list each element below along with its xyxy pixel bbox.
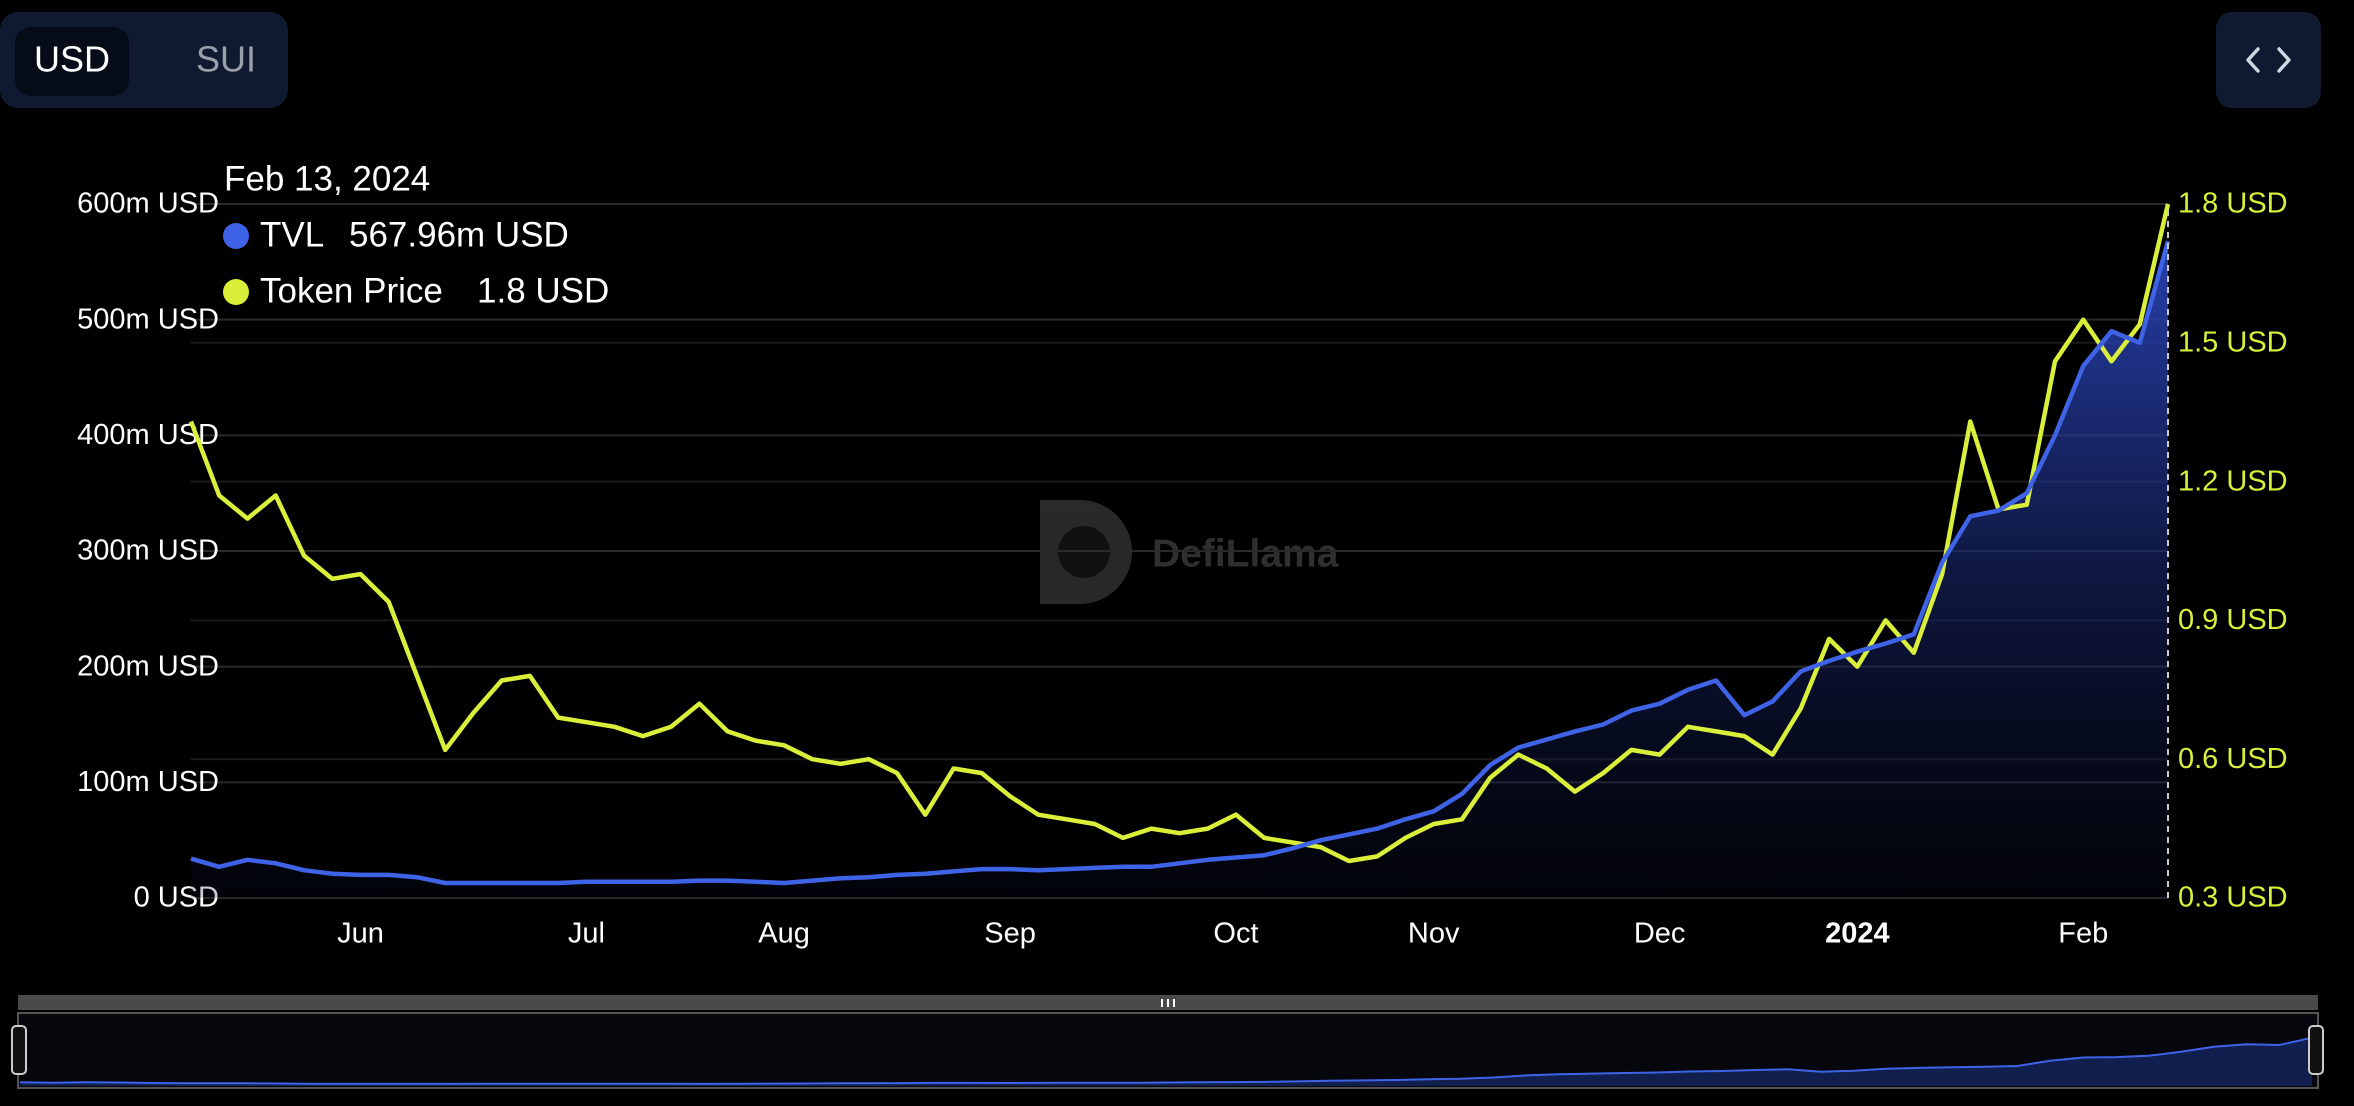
tooltip-series-name: TVL: [260, 215, 324, 254]
y2-tick-label: 1.2 USD: [2178, 465, 2288, 497]
x-tick-label: Dec: [1634, 918, 1686, 950]
area-fill: [191, 241, 2168, 899]
tooltip-value: 1.8 USD: [477, 271, 609, 310]
brush-handle-left[interactable]: [11, 1025, 27, 1075]
series-line: [190, 240, 2171, 886]
embed-icon: [2246, 47, 2291, 73]
brush-handle-right[interactable]: [2308, 1025, 2324, 1075]
x-tick-label: Jul: [568, 918, 605, 950]
brush-area: [20, 1037, 2312, 1086]
toggle-active[interactable]: [15, 27, 129, 96]
y2-tick-label: 0.9 USD: [2178, 604, 2288, 636]
brush-line: [19, 1036, 2313, 1085]
toggle-sui[interactable]: SUI: [196, 39, 256, 80]
series-line: [188, 203, 2171, 864]
y2-tick-label: 0.3 USD: [2178, 882, 2288, 914]
x-tick-label: Jun: [337, 918, 384, 950]
y-tick-label: 600m USD: [77, 188, 219, 220]
x-tick-label: 2024: [1825, 918, 1890, 950]
y-tick-label: 100m USD: [77, 766, 219, 798]
embed-button[interactable]: [2216, 12, 2321, 108]
tooltip-date: Feb 13, 2024: [224, 159, 430, 198]
tooltip-series-name: Token Price: [260, 271, 443, 310]
x-tick-label: Nov: [1408, 918, 1460, 950]
brush-grip: [1161, 999, 1175, 1007]
tooltip-value: 567.96m USD: [349, 215, 569, 254]
watermark-text: DefiLlama: [1152, 532, 1339, 575]
y2-tick-label: 1.5 USD: [2178, 326, 2288, 358]
toggle-usd[interactable]: USD: [34, 39, 110, 80]
x-tick-label: Oct: [1213, 918, 1258, 950]
tooltip-dot-tvl: [223, 223, 249, 249]
x-tick-label: Aug: [758, 918, 810, 950]
y-tick-label: 500m USD: [77, 303, 219, 335]
x-tick-label: Sep: [984, 918, 1036, 950]
y-tick-label: 200m USD: [77, 650, 219, 682]
y2-tick-label: 1.8 USD: [2178, 188, 2288, 220]
y2-tick-label: 0.6 USD: [2178, 743, 2288, 775]
y-tick-label: 300m USD: [77, 535, 219, 567]
x-tick-label: Feb: [2058, 918, 2108, 950]
tooltip-dot-price: [223, 279, 249, 305]
